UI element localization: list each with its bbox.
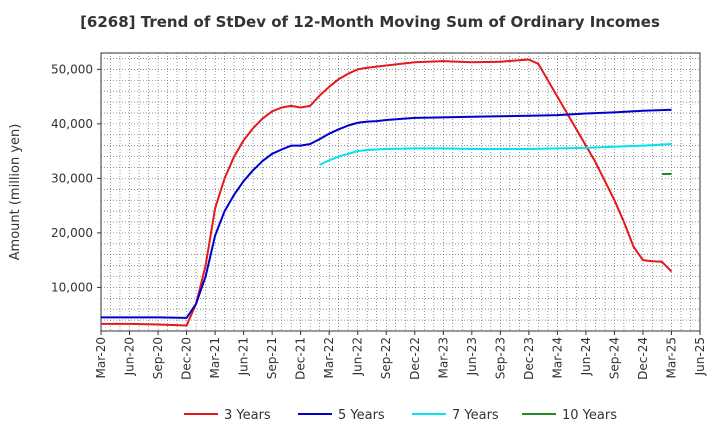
x-tick-label: Jun-22	[351, 337, 365, 376]
x-tick-label: Dec-21	[294, 337, 308, 380]
y-tick-label: 50,000	[51, 62, 93, 76]
legend-label: 3 Years	[224, 408, 271, 423]
legend: 3 Years 5 Years 7 Years 10 Years	[184, 408, 617, 423]
x-tick-label: Dec-22	[408, 337, 422, 380]
x-tick-label: Jun-24	[579, 337, 593, 376]
y-tick-label: 40,000	[51, 117, 93, 131]
x-tick-label: Mar-24	[550, 337, 564, 378]
x-tick-label: Jun-21	[237, 337, 251, 376]
x-tick-label: Sep-20	[151, 337, 165, 379]
legend-label: 7 Years	[452, 408, 499, 423]
x-tick-label: Sep-23	[493, 337, 507, 379]
x-tick-label: Jun-23	[465, 337, 479, 376]
legend-label: 5 Years	[338, 408, 385, 423]
x-tick-label: Sep-22	[379, 337, 393, 379]
y-tick-label: 30,000	[51, 171, 93, 185]
axes: 10,000 20,000 30,000 40,000 50,000 Mar-20 Jun-…	[51, 52, 707, 380]
chart-title: [6268] Trend of StDev of 12-Month Moving…	[80, 13, 660, 31]
x-tick-label: Dec-23	[522, 337, 536, 380]
x-tick-label: Dec-24	[636, 337, 650, 380]
x-tick-label: Mar-20	[94, 337, 108, 378]
x-tick-label: Sep-21	[265, 337, 279, 379]
plot-frame	[100, 52, 701, 332]
legend-label: 10 Years	[562, 408, 617, 423]
x-tick-label: Jun-25	[693, 337, 707, 376]
y-tick-label: 20,000	[51, 226, 93, 240]
y-tick-label: 10,000	[51, 280, 93, 294]
x-tick-label: Dec-20	[180, 337, 194, 380]
series-line-7-years	[319, 143, 672, 166]
x-tick-label: Sep-24	[607, 337, 621, 379]
x-tick-label: Mar-21	[208, 337, 222, 378]
x-tick-label: Mar-22	[322, 337, 336, 378]
x-tick-label: Mar-25	[664, 337, 678, 378]
series-line-3-years	[101, 58, 673, 327]
x-tick-label: Mar-23	[436, 337, 450, 378]
series-lines	[101, 58, 673, 327]
series-line-5-years	[101, 108, 672, 319]
x-tick-label: Jun-20	[123, 337, 137, 376]
y-axis-label: Amount (million yen)	[8, 124, 23, 261]
